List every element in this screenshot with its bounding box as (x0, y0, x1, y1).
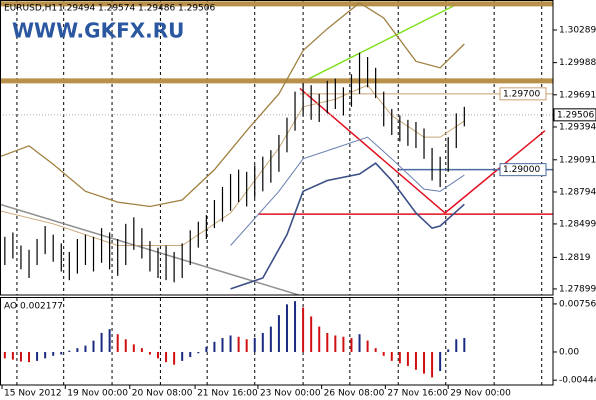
x-tick-label: 19 Nov 00:00 (67, 389, 128, 399)
x-tick-label: 20 Nov 08:00 (132, 389, 193, 399)
header-value: 1.29486 (138, 4, 175, 14)
y-tick-label: 1.29394 (559, 122, 596, 132)
trendline (299, 87, 446, 214)
level-label-box (499, 87, 547, 101)
trendline (304, 4, 456, 82)
price-frame (0, 0, 554, 296)
band-line (230, 162, 465, 290)
x-tick-label: 15 Nov 2012 (4, 389, 62, 399)
y-tick-label: 1.29091 (559, 155, 596, 165)
watermark: WWW.GKFX.RU (12, 19, 184, 43)
band-line (230, 136, 465, 246)
y-tick-label: 1.2819 (559, 253, 591, 263)
band-line (0, 84, 465, 246)
level-label: 1.29700 (503, 89, 540, 99)
ao-value: 0.002177 (20, 302, 63, 312)
current-price-box (553, 108, 596, 122)
y-tick-label: 1.30289 (559, 26, 596, 36)
header-value: 1.29574 (98, 4, 135, 14)
band-line (0, 2, 465, 208)
x-tick-label: 23 Nov 00:00 (260, 389, 321, 399)
x-tick-label: 27 Nov 16:00 (387, 389, 448, 399)
y-tick-label: 1.28499 (559, 219, 596, 229)
level-label-box (499, 163, 547, 177)
level-label: 1.29000 (503, 165, 540, 175)
y-tick-label: 1.29691 (559, 90, 596, 100)
current-price-label: 1.29506 (557, 110, 594, 120)
y-tick-label: 1.27899 (559, 284, 596, 294)
x-tick-label: 29 Nov 00:00 (450, 389, 511, 399)
y-tick-label: 0.00 (559, 347, 579, 357)
trendline (444, 130, 546, 214)
ao-plot (3, 298, 543, 385)
y-tick-label: 1.28794 (559, 187, 596, 197)
ao-name: AO (4, 302, 17, 312)
y-tick-label: -0.00444 (559, 376, 596, 386)
y-tick-label: 1.29988 (559, 58, 596, 68)
price-plot (0, 0, 553, 295)
y-tick-label: 0.007567 (559, 299, 596, 309)
header-value: 1.29506 (178, 4, 215, 14)
x-tick-label: 21 Nov 16:00 (197, 389, 258, 399)
ao-frame (0, 297, 554, 386)
header-value: 1.29494 (58, 4, 95, 14)
x-tick-label: 26 Nov 08:00 (324, 389, 385, 399)
overlay: 1.29494 1.29574 1.29486 1.295061.302891.299… (1, 4, 596, 399)
symbol: EURUSD,H1 (4, 4, 57, 14)
